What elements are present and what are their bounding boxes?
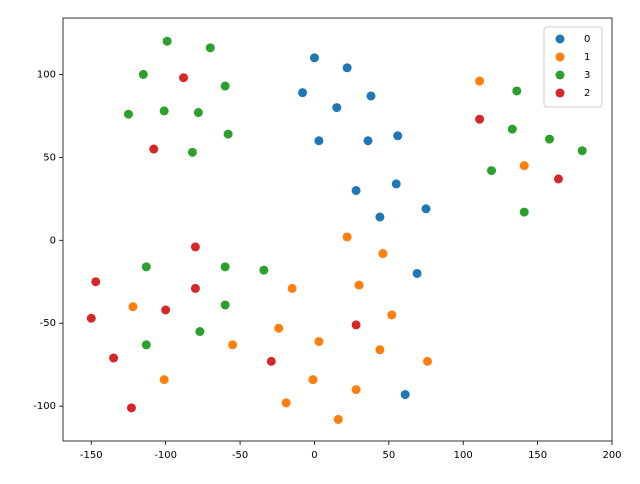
point — [274, 323, 284, 333]
x-tick-label: 50 — [382, 450, 395, 461]
point — [205, 43, 215, 53]
y-tick-label: 0 — [50, 235, 56, 246]
point — [141, 340, 151, 350]
point — [378, 249, 388, 259]
point — [423, 356, 433, 366]
point — [512, 86, 522, 96]
y-tick-label: 100 — [37, 69, 56, 80]
point — [421, 204, 431, 214]
legend-label: 3 — [584, 70, 590, 81]
legend-label: 1 — [584, 52, 590, 63]
legend-box — [543, 26, 603, 108]
point — [553, 174, 563, 184]
x-tick-label: 200 — [602, 450, 621, 461]
point — [333, 414, 343, 424]
point — [123, 109, 133, 119]
point — [281, 398, 291, 408]
point — [475, 114, 485, 124]
point — [507, 124, 517, 134]
point — [412, 268, 422, 278]
point — [298, 88, 308, 98]
x-tick-label: 150 — [528, 450, 547, 461]
point — [187, 147, 197, 157]
point — [375, 345, 385, 355]
legend-marker — [555, 52, 565, 62]
point — [375, 212, 385, 222]
point — [475, 76, 485, 86]
point — [179, 73, 189, 83]
point — [91, 277, 101, 287]
point — [486, 166, 496, 176]
point — [141, 262, 151, 272]
point — [128, 302, 138, 312]
point — [391, 179, 401, 189]
point — [159, 375, 169, 385]
point — [220, 300, 230, 310]
y-tick-label: -50 — [40, 318, 56, 329]
y-tick-label: 50 — [43, 152, 56, 163]
point — [86, 313, 96, 323]
point — [138, 69, 148, 79]
point — [190, 242, 200, 252]
point — [126, 403, 136, 413]
point — [228, 340, 238, 350]
point — [159, 106, 169, 116]
point — [366, 91, 376, 101]
point — [109, 353, 119, 363]
point — [195, 327, 205, 337]
plot-frame — [62, 17, 613, 442]
point — [314, 336, 324, 346]
point — [351, 385, 361, 395]
point — [342, 232, 352, 242]
point — [193, 108, 203, 118]
x-tick-label: 0 — [311, 450, 317, 461]
point — [162, 36, 172, 46]
x-tick-label: -100 — [154, 450, 177, 461]
point — [351, 186, 361, 196]
point — [220, 81, 230, 91]
point — [259, 265, 269, 275]
point — [309, 53, 319, 63]
legend-label: 0 — [584, 34, 590, 45]
point — [314, 136, 324, 146]
legend-marker — [555, 70, 565, 80]
point — [266, 356, 276, 366]
point — [393, 131, 403, 141]
point — [308, 375, 318, 385]
point — [342, 63, 352, 73]
x-tick-label: -150 — [80, 450, 103, 461]
point — [363, 136, 373, 146]
legend-label: 2 — [584, 88, 590, 99]
x-tick-label: 100 — [454, 450, 473, 461]
point — [332, 103, 342, 113]
point — [577, 146, 587, 156]
point — [351, 320, 361, 330]
point — [223, 129, 233, 139]
legend-marker — [555, 34, 565, 44]
y-tick-label: -100 — [33, 401, 56, 412]
point — [149, 144, 159, 154]
point — [220, 262, 230, 272]
legend-marker — [555, 88, 565, 98]
x-tick-label: -50 — [232, 450, 248, 461]
point — [387, 310, 397, 320]
point — [545, 134, 555, 144]
point — [400, 390, 410, 400]
point — [354, 280, 364, 290]
point — [519, 207, 529, 217]
point — [287, 283, 297, 293]
point — [190, 283, 200, 293]
point — [161, 305, 171, 315]
point — [519, 161, 529, 171]
